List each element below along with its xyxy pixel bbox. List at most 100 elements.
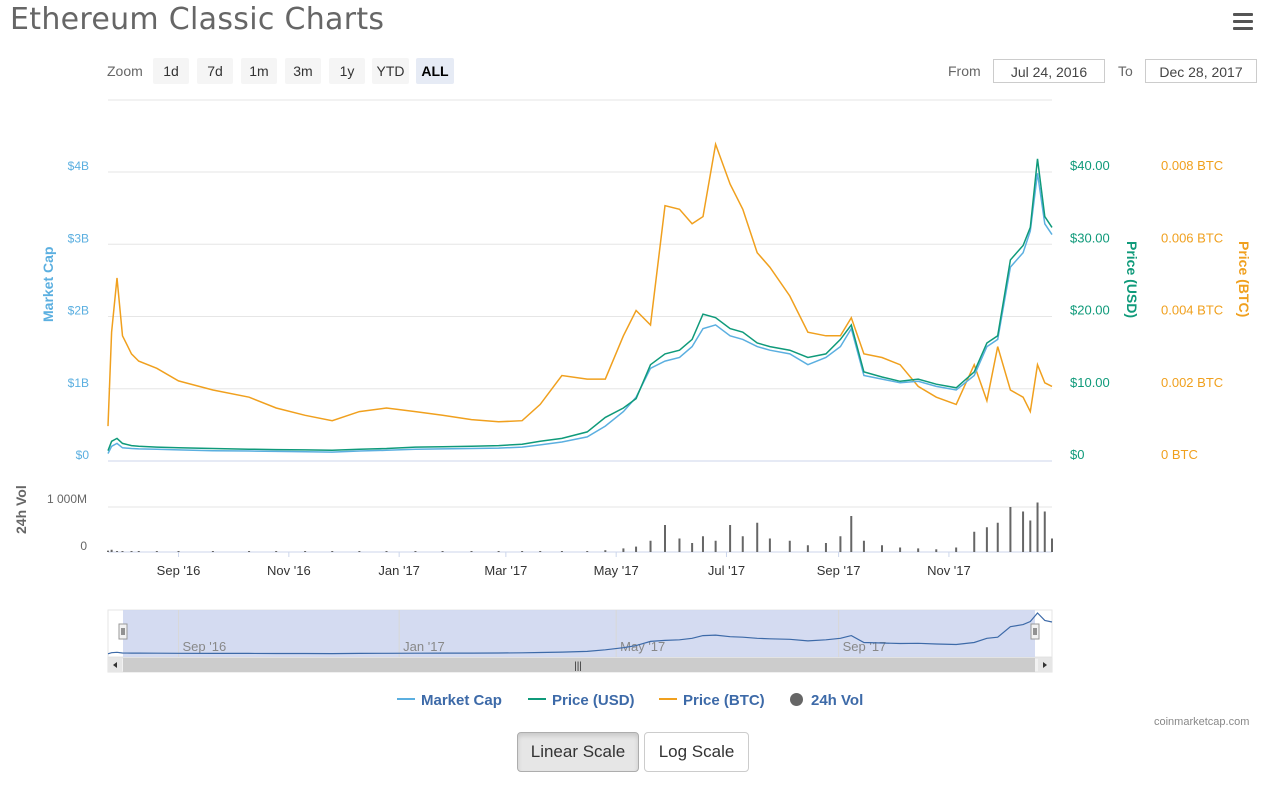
volume-bar — [850, 516, 853, 552]
legend-price-btc-label: Price (BTC) — [683, 692, 765, 709]
linear-scale-button[interactable]: Linear Scale — [517, 732, 639, 772]
market-cap-tick-label: $0 — [76, 448, 90, 462]
menu-icon[interactable] — [1233, 13, 1253, 31]
volume-tick-label: 0 — [80, 539, 87, 553]
volume-bar — [1009, 507, 1012, 552]
to-label: To — [1118, 63, 1133, 79]
zoom-button-7d[interactable]: 7d — [197, 58, 233, 84]
volume-bar — [177, 551, 180, 552]
volume-bar — [331, 551, 334, 552]
volume-axis-title: 24h Vol — [13, 485, 29, 534]
price-usd-tick-label: $40.00 — [1070, 158, 1110, 173]
market-cap-tick-label: $1B — [68, 376, 89, 390]
volume-bar — [560, 551, 563, 552]
volume-bar — [604, 550, 607, 552]
volume-bar — [137, 551, 140, 552]
price-btc-axis-title: Price (BTC) — [1236, 241, 1252, 317]
navigator-tick-label: Sep '16 — [183, 639, 227, 654]
x-tick-label: Mar '17 — [484, 563, 527, 578]
volume-bar — [586, 551, 589, 552]
zoom-button-3m[interactable]: 3m — [285, 58, 321, 84]
legend-price-btc[interactable]: Price (BTC) — [659, 692, 765, 712]
navigator-series-line — [107, 612, 1053, 655]
price-btc-tick-label: 0.004 BTC — [1161, 303, 1223, 318]
volume-bar — [211, 551, 214, 552]
x-tick-label: Nov '16 — [267, 563, 311, 578]
volume-bar — [110, 549, 113, 552]
log-scale-button[interactable]: Log Scale — [644, 732, 749, 772]
navigator-handle — [1030, 623, 1040, 640]
page-title: Ethereum Classic Charts — [10, 2, 385, 37]
volume-bar — [839, 536, 842, 552]
x-tick-label: Jul '17 — [708, 563, 745, 578]
legend-price-usd-swatch — [528, 698, 546, 701]
credit-link[interactable]: coinmarketcap.com — [1154, 716, 1250, 728]
price-btc-line — [107, 141, 1053, 427]
legend-market-cap-label: Market Cap — [421, 692, 502, 709]
scrollbar-thumb — [123, 658, 1035, 672]
volume-bar — [497, 551, 500, 552]
volume-tick-label: 1 000M — [47, 492, 87, 506]
volume-bar — [385, 551, 388, 552]
volume-bar — [899, 547, 902, 552]
legend-price-usd-label: Price (USD) — [552, 692, 635, 709]
market-cap-tick-label: $4B — [68, 159, 89, 173]
market-cap-line — [107, 173, 1053, 454]
x-tick-label: Jan '17 — [378, 563, 420, 578]
navigator-tick-label: Sep '17 — [843, 639, 887, 654]
legend-market-cap[interactable]: Market Cap — [397, 692, 502, 712]
volume-bar — [130, 551, 133, 552]
volume-bar — [935, 549, 938, 552]
volume-bar — [248, 551, 251, 552]
volume-bar — [678, 538, 681, 552]
volume-bar — [155, 551, 158, 552]
chevron-right-icon — [1043, 662, 1047, 668]
volume-bar — [714, 540, 717, 552]
from-date-input[interactable]: Jul 24, 2016 — [993, 59, 1105, 83]
zoom-label: Zoom — [107, 63, 143, 79]
volume-bar — [1051, 538, 1053, 552]
volume-bar — [358, 551, 361, 552]
market-cap-tick-label: $3B — [68, 231, 89, 245]
navigator-tick-label: May '17 — [620, 639, 665, 654]
zoom-button-1y[interactable]: 1y — [329, 58, 365, 84]
from-label: From — [948, 63, 981, 79]
zoom-button-ytd[interactable]: YTD — [372, 58, 409, 84]
volume-bar — [635, 546, 638, 552]
zoom-button-1d[interactable]: 1d — [153, 58, 189, 84]
volume-bar — [441, 551, 444, 552]
market-cap-axis-title: Market Cap — [40, 247, 56, 322]
volume-bar — [1022, 511, 1025, 552]
market-cap-tick-label: $2B — [68, 304, 89, 318]
navigator-handle — [118, 623, 128, 640]
volume-bar — [701, 536, 704, 552]
chevron-left-icon — [113, 662, 117, 668]
to-date-input[interactable]: Dec 28, 2017 — [1145, 59, 1257, 83]
volume-bar — [824, 543, 827, 552]
scrollbar-grip: ||| — [574, 661, 582, 672]
zoom-button-1m[interactable]: 1m — [241, 58, 277, 84]
volume-bar — [741, 536, 744, 552]
volume-bar — [973, 531, 976, 552]
volume-bar — [521, 551, 524, 552]
volume-bar — [1036, 502, 1039, 552]
price-usd-tick-label: $30.00 — [1070, 230, 1110, 245]
volume-bar — [649, 540, 652, 552]
volume-bar — [806, 545, 809, 552]
navigator-tick-label: Jan '17 — [403, 639, 445, 654]
legend-volume-swatch — [790, 692, 803, 706]
price-btc-tick-label: 0.006 BTC — [1161, 230, 1223, 245]
volume-bar — [768, 538, 771, 552]
zoom-button-all[interactable]: ALL — [416, 58, 454, 84]
legend-price-usd[interactable]: Price (USD) — [528, 692, 635, 712]
volume-bar — [1029, 520, 1032, 552]
legend-volume[interactable]: 24h Vol — [790, 692, 863, 712]
legend-market-cap-swatch — [397, 698, 415, 701]
volume-bar — [1043, 511, 1046, 552]
volume-bar — [862, 540, 865, 552]
volume-bar — [996, 522, 999, 552]
price-usd-tick-label: $20.00 — [1070, 303, 1110, 318]
volume-bar — [756, 522, 759, 552]
volume-bar — [539, 551, 542, 552]
